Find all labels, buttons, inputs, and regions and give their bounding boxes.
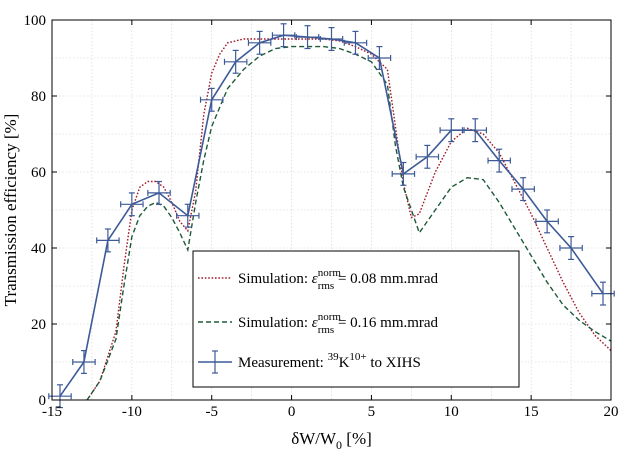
x-axis-label: δW/W0 [%]	[291, 429, 372, 452]
measurement-point	[223, 49, 248, 74]
measurement-point	[96, 228, 120, 253]
measurement-point	[439, 118, 464, 143]
measurement-point	[147, 180, 171, 205]
legend-label-sim-016: Simulation: εnorm rms = 0.16 mm.mrad	[238, 311, 439, 336]
plot-frame	[51, 19, 612, 401]
x-tick-label: 20	[604, 404, 619, 420]
legend-label-measurement: Measurement: 39K10+ to XIHS	[238, 351, 421, 371]
legend-swatch-measurement	[198, 350, 232, 374]
measurement-group	[48, 23, 615, 409]
x-axis-label-main: δW/W	[291, 429, 337, 448]
measurement-point	[175, 203, 200, 228]
measurement-point	[247, 30, 272, 55]
x-tick-label: -15	[42, 404, 62, 420]
measurement-point	[199, 87, 224, 112]
x-tick-label: -5	[205, 404, 218, 420]
measurement-point	[295, 25, 320, 50]
legend: Simulation: εnorm rms = 0.08 mm.mrad Simu…	[192, 250, 520, 388]
x-tick-label: 15	[524, 404, 539, 420]
measurement-point	[511, 177, 535, 202]
y-tick-label: 40	[31, 241, 46, 257]
y-tick-label: 80	[31, 89, 46, 105]
axis-ticks: -15 -10 -5 0 5 10 15 20 0 20 40 60 80 100	[24, 13, 619, 420]
y-tick-label: 100	[24, 13, 47, 29]
measurement-point	[120, 192, 144, 217]
measurement-point	[319, 27, 344, 52]
measurement-point	[391, 161, 416, 186]
measurement-point	[271, 23, 296, 48]
measurement-point	[535, 209, 559, 234]
measurement-point	[487, 148, 511, 173]
x-tick-label: 10	[444, 404, 459, 420]
measurement-point	[463, 118, 488, 143]
x-tick-label: 0	[288, 404, 296, 420]
measurement-point	[343, 30, 368, 55]
measurement-point	[48, 384, 72, 409]
x-axis-label-sub: 0	[336, 438, 342, 452]
measurement-point	[367, 45, 392, 71]
measurement-point	[559, 236, 583, 260]
measurement-point	[415, 144, 440, 169]
y-tick-label: 0	[39, 393, 47, 409]
y-tick-label: 60	[31, 165, 46, 181]
x-axis-label-unit: [%]	[342, 429, 372, 448]
measurement-point	[72, 350, 96, 374]
legend-label-sim-008: Simulation: εnorm rms = 0.08 mm.mrad	[238, 267, 439, 292]
y-axis-label: Transmission efficiency [%]	[1, 114, 20, 307]
x-tick-label: 5	[368, 404, 376, 420]
y-tick-label: 20	[31, 317, 46, 333]
measurement-point	[591, 281, 615, 306]
x-tick-label: -10	[122, 404, 142, 420]
legend-box	[192, 250, 520, 388]
